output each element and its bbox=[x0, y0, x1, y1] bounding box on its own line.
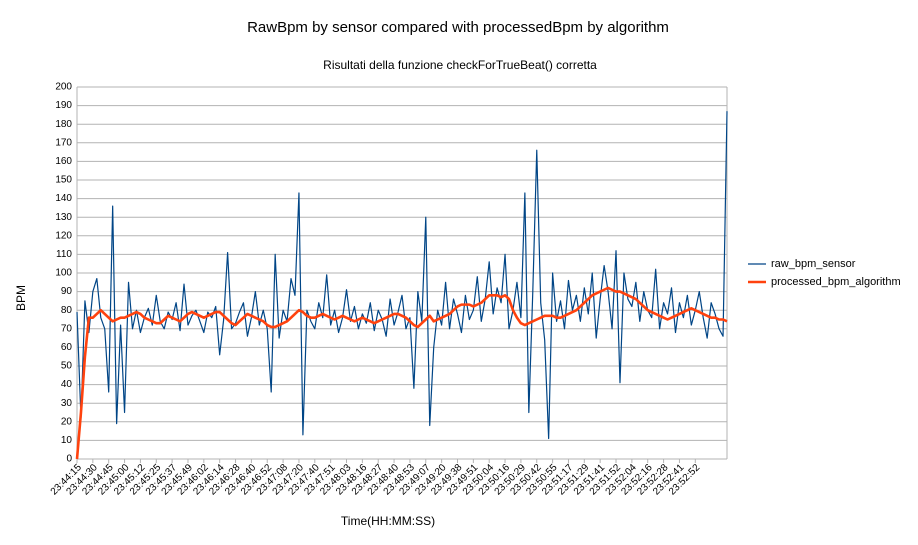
y-tick-label: 70 bbox=[61, 323, 73, 334]
series-line bbox=[75, 286, 728, 460]
y-tick-label: 60 bbox=[61, 342, 73, 353]
y-tick-label: 100 bbox=[55, 268, 72, 279]
legend-label: raw_bpm_sensor bbox=[771, 258, 856, 270]
y-axis-label: BPM bbox=[14, 285, 28, 311]
y-tick-label: 10 bbox=[61, 435, 73, 446]
y-tick-label: 80 bbox=[61, 305, 73, 316]
y-tick-label: 130 bbox=[55, 212, 72, 223]
legend-label: processed_bpm_algorithm bbox=[771, 276, 901, 288]
y-tick-label: 140 bbox=[55, 193, 72, 204]
y-tick-label: 180 bbox=[55, 119, 72, 130]
y-tick-label: 20 bbox=[61, 416, 73, 427]
y-tick-label: 200 bbox=[55, 82, 72, 93]
y-tick-label: 150 bbox=[55, 175, 72, 186]
y-tick-label: 50 bbox=[61, 361, 73, 372]
y-tick-label: 190 bbox=[55, 100, 72, 111]
y-tick-label: 30 bbox=[61, 398, 73, 409]
y-tick-label: 120 bbox=[55, 230, 72, 241]
y-tick-label: 110 bbox=[56, 249, 72, 260]
chart-title: RawBpm by sensor compared with processed… bbox=[247, 19, 669, 36]
y-tick-label: 0 bbox=[66, 454, 72, 465]
y-tick-label: 90 bbox=[61, 286, 73, 297]
x-axis-label: Time(HH:MM:SS) bbox=[341, 514, 435, 528]
y-tick-label: 40 bbox=[61, 379, 73, 390]
chart-subtitle: Risultati della funzione checkForTrueBea… bbox=[323, 58, 597, 72]
y-tick-label: 160 bbox=[55, 156, 72, 167]
series-line bbox=[76, 111, 728, 440]
y-tick-label: 170 bbox=[55, 137, 72, 148]
